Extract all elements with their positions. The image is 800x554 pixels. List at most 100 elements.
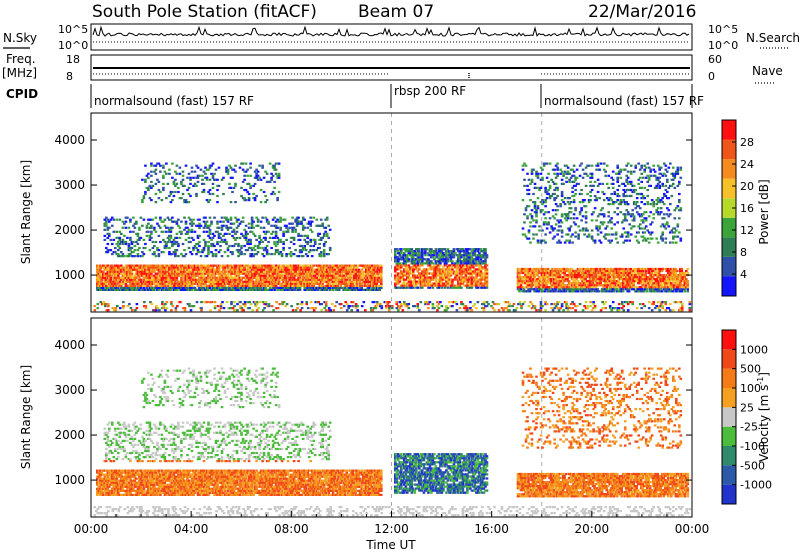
echo-cell — [163, 170, 167, 173]
echo-cell — [244, 230, 248, 233]
echo-cell — [560, 282, 563, 285]
echo-cell — [120, 286, 123, 289]
echo-cell — [366, 268, 370, 271]
echo-cell — [118, 266, 122, 269]
nave-label: Nave — [752, 64, 783, 78]
echo-cell — [108, 282, 111, 285]
echo-cell — [169, 240, 173, 244]
echo-cell — [120, 255, 123, 258]
echo-cell — [259, 220, 263, 223]
echo-cell — [171, 220, 174, 223]
echo-cell — [258, 288, 261, 291]
echo-cell — [397, 256, 400, 259]
echo-cell — [378, 280, 382, 283]
echo-cell — [325, 288, 329, 291]
echo-cell — [121, 242, 125, 246]
echo-cell — [476, 268, 480, 271]
echo-cell — [380, 264, 383, 267]
cpid-segment-1: normalsound (fast) 157 RF — [94, 94, 254, 108]
echo-cell — [530, 280, 533, 283]
freq-unit-label: [MHz] — [2, 66, 37, 80]
echo-cell — [365, 280, 368, 283]
echo-cell — [208, 224, 212, 227]
echo-cell — [150, 272, 153, 275]
echo-cell — [223, 216, 227, 219]
echo-cell — [244, 286, 248, 289]
echo-cell — [148, 272, 152, 275]
echo-cell — [301, 268, 305, 271]
echo-cell — [409, 282, 412, 285]
echo-cell — [192, 238, 195, 241]
echo-cell — [458, 264, 462, 267]
echo-cell — [357, 288, 360, 291]
echo-cell — [374, 288, 377, 291]
echo-cell — [171, 240, 174, 244]
echo-cell — [217, 232, 221, 235]
echo-cell — [196, 266, 200, 269]
echo-cell — [473, 284, 477, 287]
echo-cell — [612, 290, 616, 293]
echo-cell — [253, 288, 257, 291]
echo-cell — [118, 268, 122, 271]
echo-cell — [190, 253, 194, 256]
echo-cell — [192, 268, 195, 271]
echo-cell — [154, 268, 158, 271]
echo-cell — [543, 290, 547, 293]
echo-cell — [187, 272, 191, 275]
echo-cell — [638, 280, 641, 283]
echo-cell — [136, 234, 140, 237]
echo-cell — [298, 238, 302, 241]
echo-cell — [337, 288, 341, 291]
echo-cell — [168, 172, 171, 175]
echo-cell — [174, 278, 177, 281]
echo-cell — [294, 218, 297, 221]
echo-cell — [463, 252, 466, 255]
echo-cell — [603, 274, 607, 277]
echo-cell — [380, 268, 383, 271]
echo-cell — [186, 230, 189, 233]
echo-cell — [135, 222, 138, 225]
echo-cell — [626, 288, 629, 291]
echo-cell — [276, 280, 279, 283]
echo-cell — [277, 274, 281, 277]
echo-cell — [304, 268, 308, 271]
echo-cell — [614, 269, 617, 273]
echo-cell — [306, 272, 309, 275]
echo-cell — [437, 278, 441, 281]
echo-cell — [132, 216, 135, 219]
echo-cell — [117, 236, 120, 239]
echo-cell — [434, 250, 438, 253]
echo-cell — [108, 266, 111, 269]
echo-cell — [183, 201, 186, 204]
echo-cell — [246, 232, 249, 235]
echo-cell — [611, 274, 614, 277]
echo-cell — [374, 264, 377, 267]
echo-cell — [443, 264, 447, 267]
echo-cell — [138, 286, 141, 289]
echo-cell — [521, 290, 524, 293]
echo-cell — [120, 266, 123, 269]
echo-cell — [181, 280, 185, 283]
echo-cell — [549, 286, 553, 289]
echo-cell — [333, 266, 336, 269]
echo-cell — [129, 264, 132, 267]
echo-cell — [667, 288, 670, 291]
echo-cell — [114, 266, 117, 269]
echo-cell — [183, 199, 186, 202]
echo-cell — [472, 250, 475, 253]
echo-cell — [175, 236, 179, 239]
echo-cell — [340, 266, 344, 269]
echo-cell — [327, 284, 330, 287]
echo-cell — [253, 266, 257, 269]
echo-cell — [591, 278, 595, 281]
echo-cell — [608, 269, 611, 273]
echo-cell — [521, 282, 524, 285]
echo-cell — [485, 264, 489, 267]
echo-cell — [198, 270, 201, 273]
echo-cell — [138, 264, 141, 267]
echo-cell — [288, 276, 291, 279]
echo-cell — [647, 282, 650, 285]
echo-cell — [428, 284, 432, 287]
echo-cell — [253, 253, 257, 256]
echo-cell — [597, 284, 601, 287]
